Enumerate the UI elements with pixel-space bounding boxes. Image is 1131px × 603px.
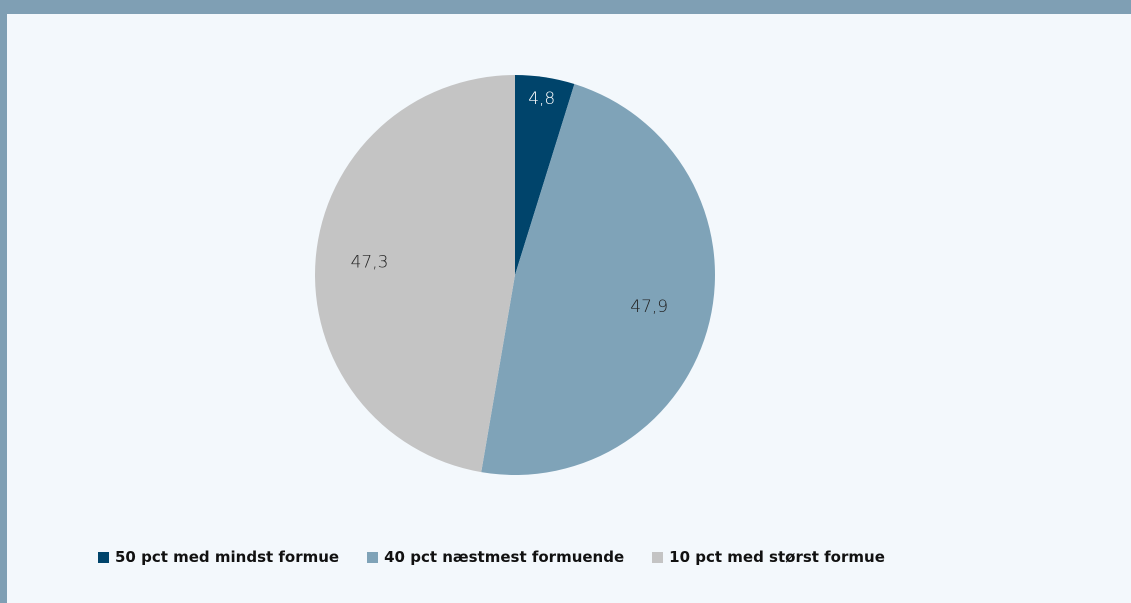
slice-label-bottom-50: 4,8 [528,89,555,109]
legend-swatch-next-40 [367,552,378,563]
slice-label-top-10: 47,3 [351,253,389,273]
legend-label-next-40: 40 pct næstmest formuende [384,548,624,566]
pie-slice-top-10 [315,75,515,472]
slice-label-next-40: 47,9 [630,297,668,317]
legend-item-top-10: 10 pct med størst formue [652,548,885,566]
legend-swatch-bottom-50 [98,552,109,563]
legend-swatch-top-10 [652,552,663,563]
legend-label-bottom-50: 50 pct med mindst formue [115,548,339,566]
legend-item-next-40: 40 pct næstmest formuende [367,548,624,566]
legend-item-bottom-50: 50 pct med mindst formue [98,548,339,566]
legend-label-top-10: 10 pct med størst formue [669,548,885,566]
legend: 50 pct med mindst formue 40 pct næstmest… [98,548,913,566]
